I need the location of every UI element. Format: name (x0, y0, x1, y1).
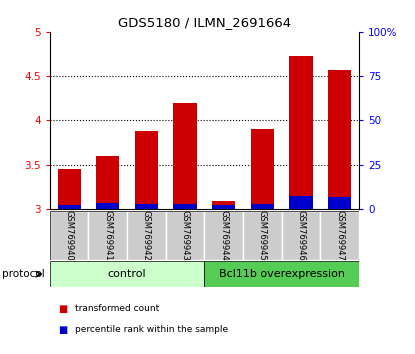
Title: GDS5180 / ILMN_2691664: GDS5180 / ILMN_2691664 (118, 16, 291, 29)
Bar (50, 261, 204, 287)
Bar (289, 196, 312, 209)
Bar (328, 198, 351, 209)
Text: ■: ■ (58, 325, 67, 335)
Bar (135, 205, 158, 209)
Text: Bcl11b overexpression: Bcl11b overexpression (219, 269, 345, 279)
Bar (58, 205, 81, 209)
Bar (328, 70, 351, 209)
Text: GSM769947: GSM769947 (335, 210, 344, 261)
Text: GSM769940: GSM769940 (65, 210, 73, 261)
Bar (50, 211, 88, 260)
Text: GSM769942: GSM769942 (142, 210, 151, 261)
Bar (212, 205, 235, 209)
Bar (204, 211, 243, 260)
Bar (166, 211, 204, 260)
Bar (173, 204, 197, 209)
Text: transformed count: transformed count (75, 304, 159, 313)
Text: control: control (108, 269, 146, 279)
Bar (135, 131, 158, 209)
Bar (251, 129, 274, 209)
Bar (282, 211, 320, 260)
Text: GSM769944: GSM769944 (219, 210, 228, 261)
Bar (58, 169, 81, 209)
Bar (204, 261, 359, 287)
Bar (320, 211, 359, 260)
Bar (127, 211, 166, 260)
Text: percentile rank within the sample: percentile rank within the sample (75, 325, 228, 335)
Bar (289, 56, 312, 209)
Text: GSM769946: GSM769946 (296, 210, 305, 261)
Text: ■: ■ (58, 304, 67, 314)
Bar (243, 211, 282, 260)
Text: GSM769941: GSM769941 (103, 210, 112, 261)
Bar (212, 201, 235, 209)
Bar (96, 156, 120, 209)
Bar (251, 204, 274, 209)
Text: GSM769945: GSM769945 (258, 210, 267, 261)
Bar (88, 211, 127, 260)
Bar (96, 202, 120, 209)
Text: protocol: protocol (2, 269, 45, 279)
Bar (173, 103, 197, 209)
Text: GSM769943: GSM769943 (181, 210, 190, 261)
